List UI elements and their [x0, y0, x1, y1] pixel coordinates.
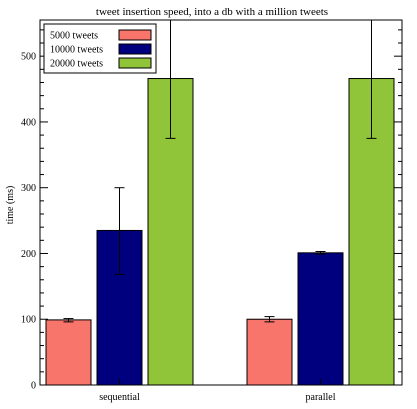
y-tick-label: 300	[21, 183, 36, 194]
bar	[246, 318, 293, 386]
legend-label: 20000 tweets	[50, 59, 103, 70]
bar	[45, 319, 92, 386]
y-tick-label: 200	[21, 249, 36, 260]
y-tick-label: 0	[31, 381, 36, 392]
y-tick-label: 400	[21, 117, 36, 128]
legend-label: 5000 tweets	[50, 31, 98, 42]
x-tick-label: parallel	[306, 392, 336, 403]
bar	[297, 252, 344, 386]
legend-swatch	[118, 57, 152, 69]
y-tick-label: 500	[21, 52, 36, 63]
legend-swatch	[118, 43, 152, 55]
x-tick-label: sequential	[99, 392, 140, 403]
legend-swatch	[118, 29, 152, 41]
plot-frame	[39, 19, 403, 386]
y-axis-label: time (ms)	[5, 186, 16, 225]
y-tick-label: 100	[21, 315, 36, 326]
plot-area: 0 100 200 300 400 500 sequential parallel	[21, 19, 403, 403]
legend: 5000 tweets 10000 tweets 20000 tweets	[43, 23, 157, 74]
chart-title: tweet insertion speed, into a db with a …	[96, 6, 328, 18]
legend-label: 10000 tweets	[50, 45, 103, 56]
